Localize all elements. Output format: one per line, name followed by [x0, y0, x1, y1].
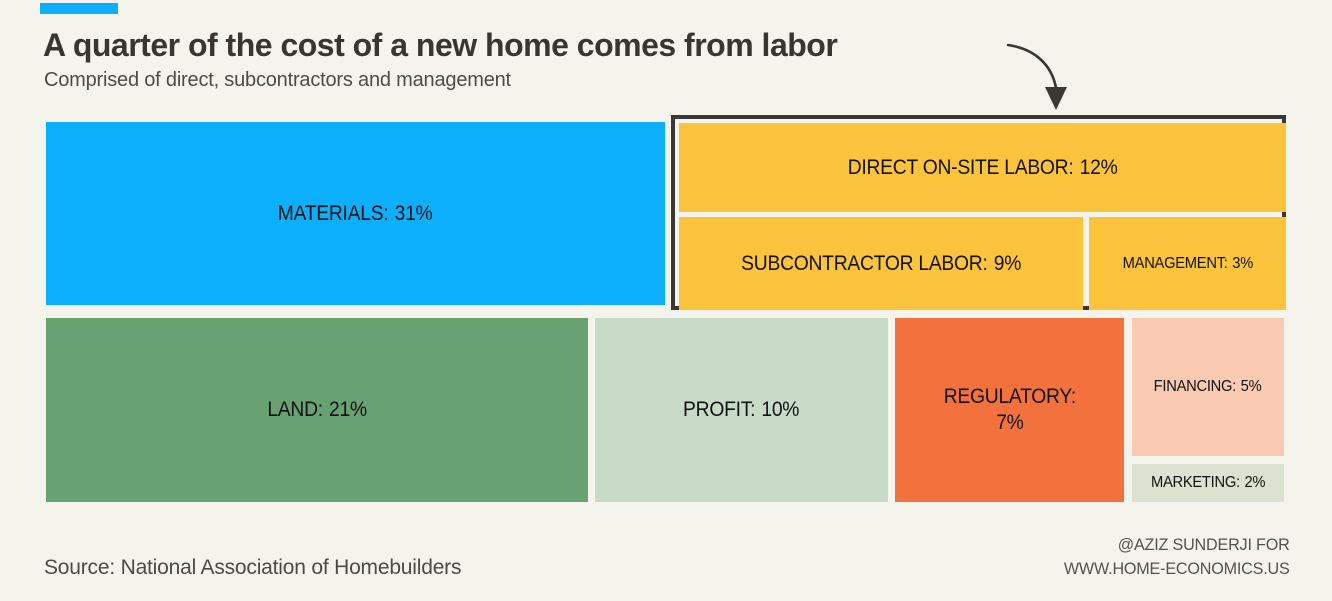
block-label-text: SUBCONTRACTOR LABOR:	[741, 251, 988, 275]
block-value-text: 7%	[995, 411, 1024, 434]
block-value-text: 12%	[1079, 155, 1118, 179]
block-label-land: LAND: 21%	[267, 398, 367, 422]
block-label-text: MATERIALS:	[278, 201, 389, 225]
treemap-block-financing: FINANCING: 5%	[1132, 318, 1284, 456]
block-label-profit: PROFIT: 10%	[683, 398, 799, 422]
treemap-block-management: MANAGEMENT: 3%	[1089, 217, 1286, 310]
block-label-text: LAND:	[267, 398, 323, 421]
treemap-block-subcontractor-labor: SUBCONTRACTOR LABOR: 9%	[679, 217, 1083, 310]
author-credit-line1: @AZIZ SUNDERJI FOR	[1118, 535, 1290, 554]
block-label-financing: FINANCING: 5%	[1154, 378, 1262, 396]
treemap-block-regulatory: REGULATORY: 7%	[895, 318, 1124, 502]
treemap-block-materials: MATERIALS: 31%	[46, 122, 665, 305]
author-credit-line2: WWW.HOME-ECONOMICS.US	[1064, 559, 1290, 578]
page-title: A quarter of the cost of a new home come…	[43, 27, 838, 63]
block-label-text: DIRECT ON-SITE LABOR:	[847, 155, 1074, 179]
block-value-text: 5%	[1241, 378, 1262, 395]
block-value-text: 31%	[395, 201, 433, 225]
page-subtitle: Comprised of direct, subcontractors and …	[44, 69, 511, 91]
block-label-materials: MATERIALS: 31%	[278, 202, 433, 226]
block-label-text: REGULATORY:	[943, 385, 1076, 408]
block-label-text: PROFIT:	[683, 398, 756, 421]
block-label-marketing: MARKETING: 2%	[1150, 474, 1266, 492]
treemap-block-profit: PROFIT: 10%	[595, 318, 888, 502]
block-label-regulatory: REGULATORY: 7%	[943, 385, 1076, 435]
block-label-direct-labor: DIRECT ON-SITE LABOR: 12%	[848, 156, 1118, 180]
block-label-text: MANAGEMENT:	[1122, 254, 1228, 272]
annotation-arrow-icon	[1002, 38, 1074, 114]
treemap-block-land: LAND: 21%	[46, 318, 588, 502]
treemap-block-direct-labor: DIRECT ON-SITE LABOR: 12%	[679, 123, 1286, 212]
block-value-text: 9%	[993, 251, 1022, 275]
block-label-text: MARKETING:	[1150, 474, 1240, 491]
treemap-block-marketing: MARKETING: 2%	[1132, 464, 1284, 502]
source-note: Source: National Association of Homebuil…	[44, 556, 462, 579]
block-label-management: MANAGEMENT: 3%	[1122, 254, 1253, 273]
block-label-subcontractor-labor: SUBCONTRACTOR LABOR: 9%	[741, 252, 1021, 276]
accent-bar	[40, 3, 118, 14]
labor-group-outline: DIRECT ON-SITE LABOR: 12% SUBCONTRACTOR …	[671, 115, 1286, 310]
block-value-text: 2%	[1244, 474, 1266, 491]
block-value-text: 21%	[328, 398, 367, 421]
block-value-text: 3%	[1231, 254, 1253, 272]
author-credit: @AZIZ SUNDERJI FOR WWW.HOME-ECONOMICS.US	[1064, 533, 1290, 581]
block-label-text: FINANCING:	[1154, 378, 1237, 395]
block-value-text: 10%	[761, 398, 800, 421]
